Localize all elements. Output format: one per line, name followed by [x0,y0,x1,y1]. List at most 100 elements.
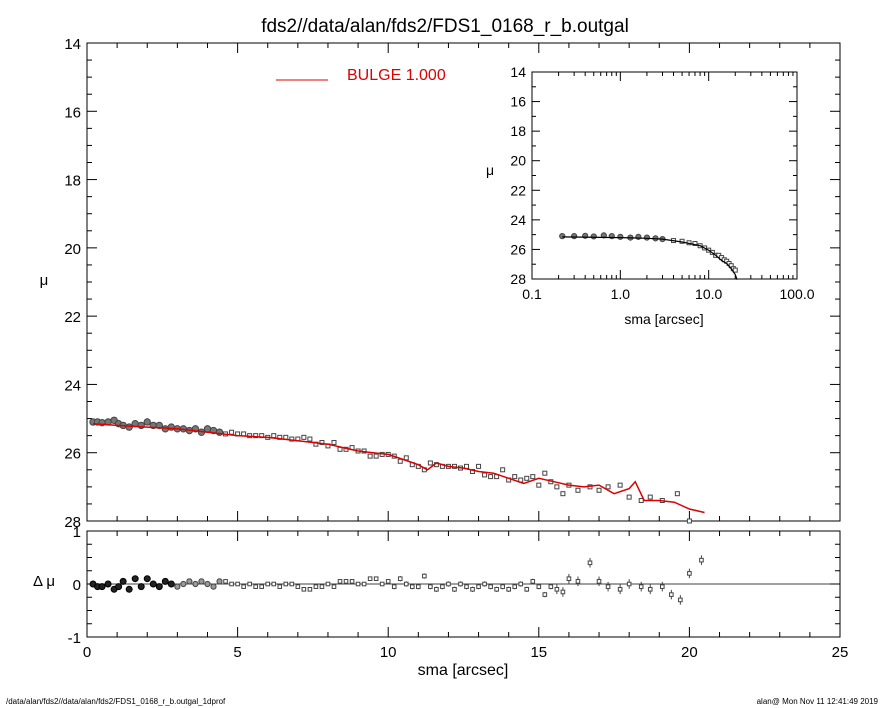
residual-point [98,583,106,591]
residual-point [638,584,644,589]
residual-point [560,589,566,595]
data-point [307,436,313,442]
residual-point [554,587,560,592]
residual-point [125,585,133,593]
main-y-tick-label: 28 [64,514,81,531]
data-point [143,418,151,426]
main-x-axis-label: sma [arcsec] [418,662,509,679]
main-plot-panel: BULGE 1.000 μ 14 16 18 20 22 24 26 28 [40,36,841,531]
inset-data-point [559,233,566,240]
data-point [536,482,542,488]
legend-label: BULGE 1.000 [347,67,446,84]
residual-point [289,581,295,587]
residual-point [235,581,240,587]
inset-y-tick-label: 18 [510,123,526,139]
residual-point [198,578,205,585]
residual-point [271,581,277,587]
residual-y-tick-label: 1 [73,524,81,541]
main-y-tick-label: 16 [64,104,81,121]
inset-x-tick-label: 1.0 [611,286,631,302]
residual-point [115,583,123,591]
data-point [167,423,176,431]
inset-y-tick-label: 28 [510,271,526,287]
data-point [301,434,307,440]
residual-point [476,584,481,589]
residual-point [575,579,581,584]
residual-y-tick-label: -1 [68,630,81,647]
chart-title: fds2//data/alan/fds2/FDS1_0168_r_b.outga… [261,16,629,37]
data-point [427,460,433,466]
inset-y-tick-label: 24 [510,212,526,228]
inset-model-line [562,236,738,280]
residual-point [385,579,391,584]
data-point [674,491,680,497]
data-point [229,429,235,435]
data-point [638,498,644,504]
data-point [476,463,482,469]
residual-point [647,587,653,592]
inset-x-tick-label: 0.1 [522,286,542,302]
residual-point [440,584,445,589]
data-point [271,433,277,439]
inset-data-point [732,267,738,273]
main-y-tick-label: 18 [64,173,81,190]
data-point [319,439,325,445]
residual-point [301,587,307,592]
residual-point [149,580,157,588]
data-point [482,472,488,478]
residual-point [223,579,228,584]
residual-point [313,584,319,589]
residual-point [174,583,181,590]
residual-point [307,587,313,592]
residual-point [349,579,355,584]
residual-point [542,592,548,597]
x-tick-label: 0 [83,644,91,661]
footer-timestamp: alan@ Mon Nov 11 12:41:49 2019 [757,697,879,706]
residual-point [331,584,337,589]
data-point [253,433,259,439]
data-point [530,474,536,480]
x-tick-label: 5 [233,644,241,661]
residual-point [530,579,536,584]
residual-point [210,583,217,590]
inset-data-point [590,233,597,240]
residual-point [566,576,572,582]
residual-point [422,573,427,579]
data-point [397,458,403,464]
residual-point [494,587,499,592]
residual-point [379,581,385,587]
x-tick-label: 10 [380,644,397,661]
data-point [560,491,566,497]
residual-point [167,580,175,588]
residual-point [587,560,593,566]
data-point [554,484,560,490]
data-point [367,453,373,459]
residual-point [464,584,469,589]
residual-point [416,584,421,589]
residual-point [699,557,704,563]
residual-point [512,584,518,589]
residual-point [397,576,403,582]
inset-y-tick-label: 22 [510,182,526,198]
residual-point [131,575,139,583]
main-y-tick-label: 26 [64,446,81,463]
data-point [203,425,212,433]
data-point [596,487,602,493]
residual-point [265,581,271,587]
main-y-tick-label: 20 [64,241,81,258]
residual-point [428,584,433,589]
residual-point [488,584,493,589]
residual-point [617,587,623,592]
residual-point [337,579,343,584]
footer-file-path: /data/alan/fds2//data/alan/fds2/FDS1_016… [6,697,226,706]
data-point [488,474,494,480]
residual-plot-panel: Δ μ sma [arcsec] 0 5 10 15 20 25-101 [33,524,848,679]
data-point [605,484,611,490]
residual-point [204,580,211,588]
main-y-tick-label: 24 [64,377,81,394]
inset-y-tick-label: 26 [510,241,526,257]
residual-point [259,584,264,589]
inset-y-tick-label: 14 [510,64,526,80]
data-point [512,474,518,480]
